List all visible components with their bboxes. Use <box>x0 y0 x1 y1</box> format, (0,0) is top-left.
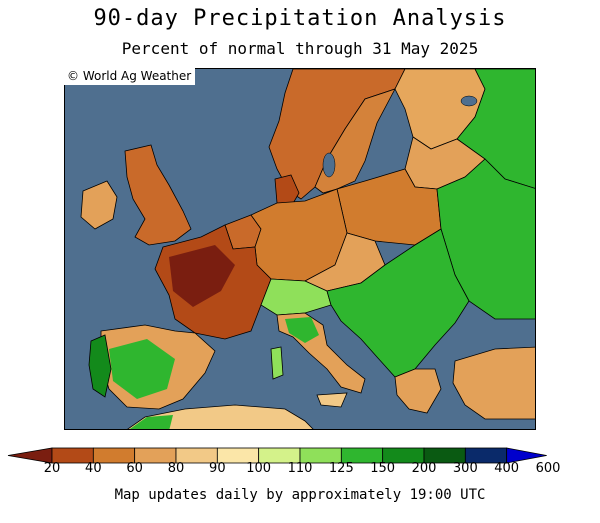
land-balkans <box>326 228 470 378</box>
legend-tick-label: 300 <box>452 461 478 476</box>
land-italy-wet <box>285 317 319 343</box>
land-greece <box>394 368 442 414</box>
land-great-britain <box>124 144 192 246</box>
copyright-label: © World Ag Weather <box>64 68 196 85</box>
legend-tick-label: 100 <box>246 461 272 476</box>
legend-tick-label: 150 <box>370 461 396 476</box>
land-portugal <box>88 334 112 398</box>
legend-tick-label: 400 <box>494 461 520 476</box>
legend-tick-label: 80 <box>167 461 185 476</box>
land-north-africa <box>127 404 314 429</box>
legend-tick-label: 40 <box>85 461 102 476</box>
europe-map-svg <box>65 69 535 429</box>
land-denmark <box>274 174 300 208</box>
lake <box>322 152 336 178</box>
land-morocco-wet <box>129 415 173 429</box>
update-note: Map updates daily by approximately 19:00… <box>114 487 486 503</box>
map-subtitle: Percent of normal through 31 May 2025 <box>121 39 479 58</box>
legend-tick-label: 20 <box>43 461 61 476</box>
land-sicily <box>316 392 348 408</box>
map-title: 90-day Precipitation Analysis <box>93 6 507 31</box>
precipitation-map <box>64 68 536 430</box>
legend-bins <box>7 447 547 464</box>
land-france-dry-core <box>169 245 235 307</box>
legend-tick-label: 200 <box>411 461 437 476</box>
legend-tick-label: 90 <box>209 461 226 476</box>
land-sardinia <box>270 346 284 380</box>
legend-tick-label: 125 <box>328 461 354 476</box>
land-spain-wet <box>109 339 175 399</box>
color-legend <box>7 447 547 464</box>
land-turkey <box>452 346 535 420</box>
legend-tick-label: 600 <box>535 461 561 476</box>
land-ireland <box>80 180 118 230</box>
legend-tick-label: 60 <box>126 461 143 476</box>
legend-tick-label: 110 <box>287 461 313 476</box>
lake <box>460 95 478 107</box>
legend-bin <box>506 447 547 464</box>
